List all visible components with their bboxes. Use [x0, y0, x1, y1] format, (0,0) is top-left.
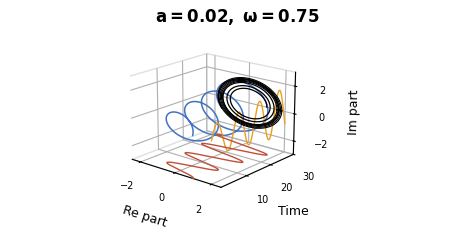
- Y-axis label: Time: Time: [278, 205, 309, 218]
- Text: $\mathbf{a = 0.02,}$ $\mathbf{\omega = 0.75}$: $\mathbf{a = 0.02,}$ $\mathbf{\omega = 0…: [155, 7, 319, 27]
- X-axis label: Re part: Re part: [121, 204, 169, 230]
